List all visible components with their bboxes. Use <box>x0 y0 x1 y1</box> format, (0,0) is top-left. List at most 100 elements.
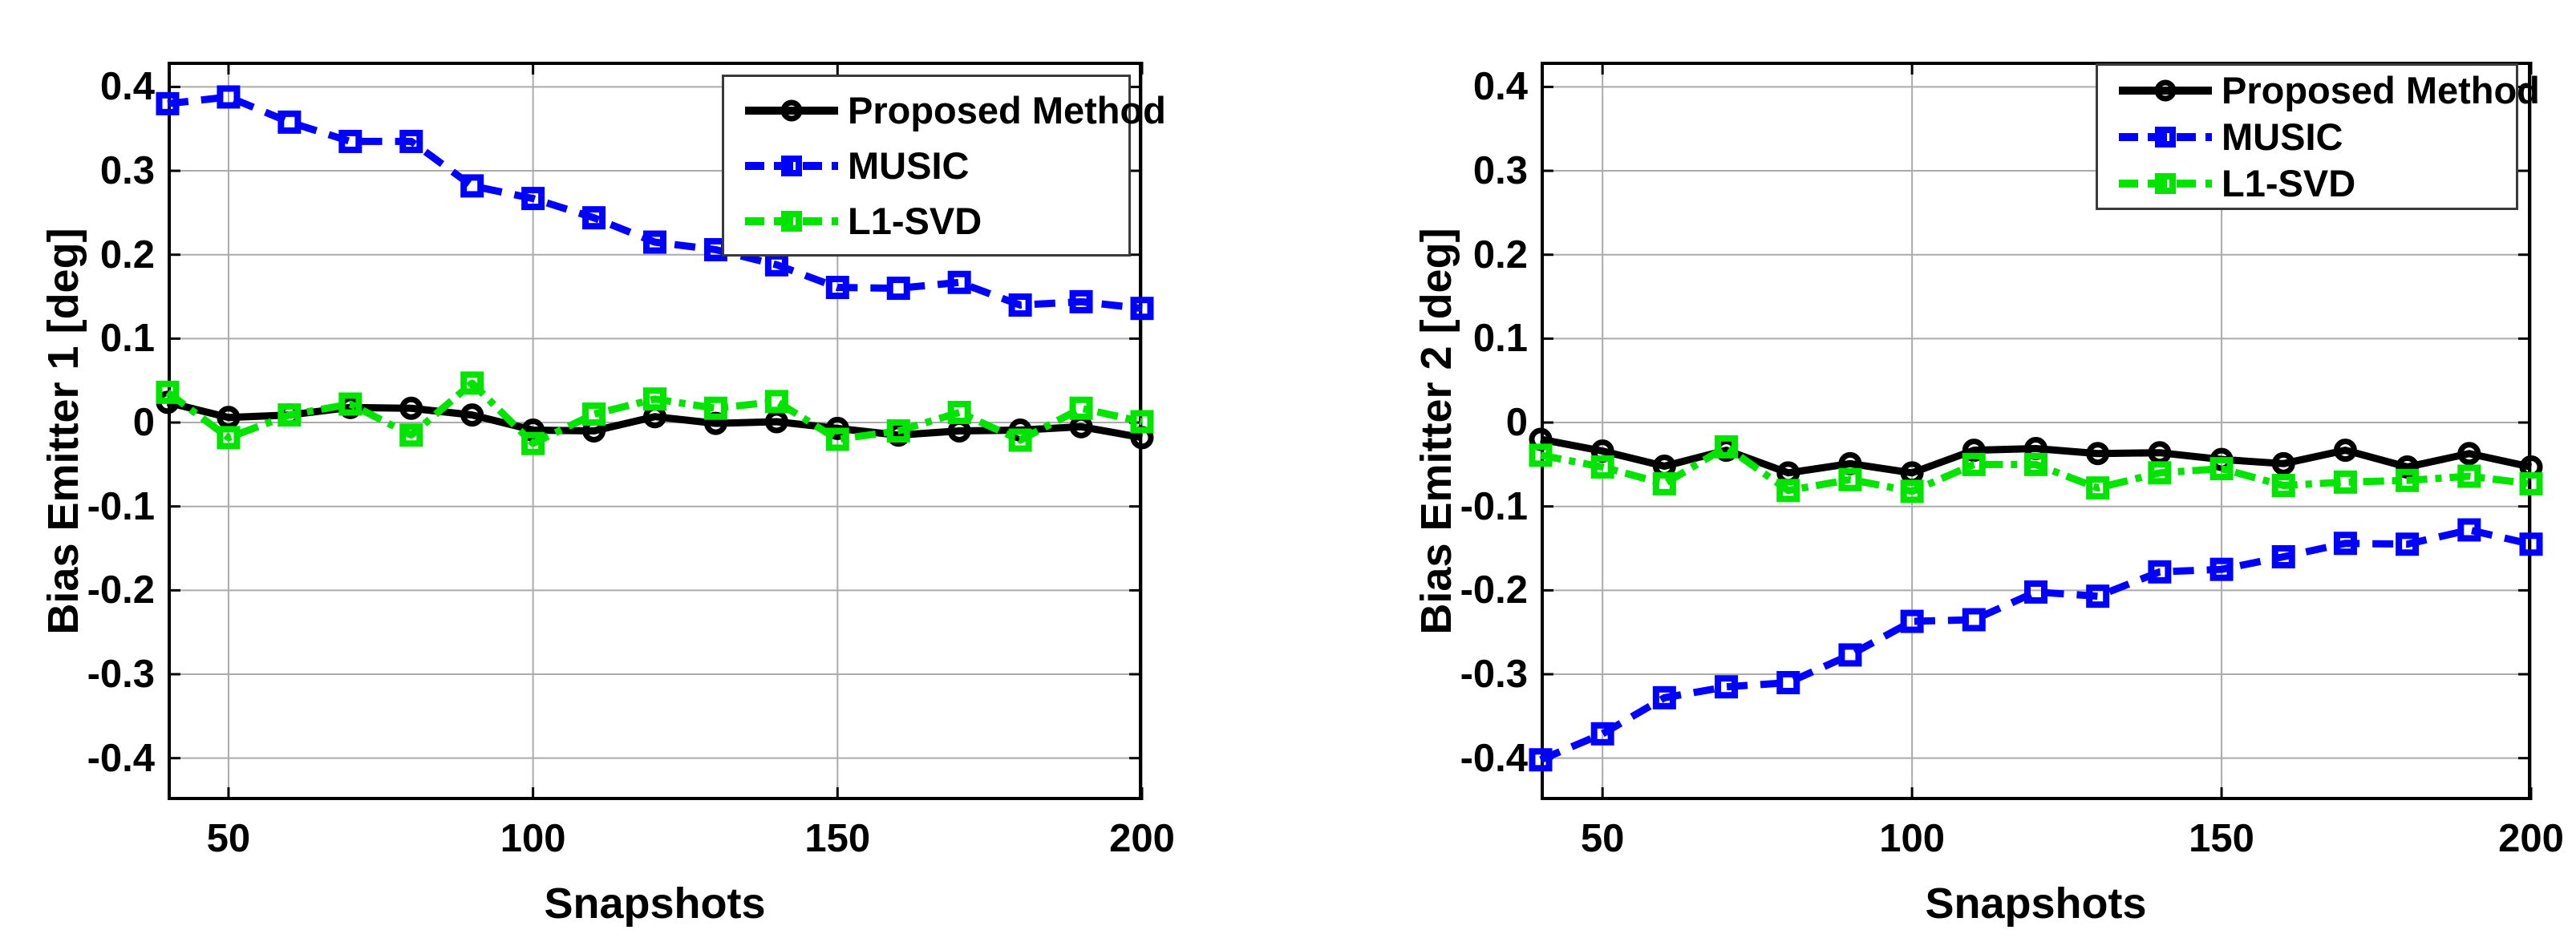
data-point-marker <box>1652 471 1676 495</box>
data-point-marker <box>399 129 423 153</box>
legend-label: MUSIC <box>2222 115 2343 158</box>
y-tick-label: -0.3 <box>87 653 155 696</box>
x-tick-label: 100 <box>500 817 566 860</box>
data-point-marker <box>2333 532 2357 556</box>
data-point-marker <box>2148 560 2172 584</box>
data-point-marker <box>1130 410 1154 434</box>
legend-item-music: MUSIC <box>2117 115 2516 159</box>
y-tick-label: -0.4 <box>1460 736 1528 780</box>
data-point-marker <box>643 230 666 254</box>
data-point-marker <box>2396 532 2420 556</box>
y-tick-label: -0.1 <box>1460 484 1528 528</box>
data-point-marker <box>521 431 545 455</box>
data-point-marker <box>582 402 606 427</box>
data-point-marker <box>2271 544 2295 568</box>
y-tick-label: -0.3 <box>1460 653 1528 696</box>
plot-area <box>156 62 1154 800</box>
y-tick-label: 0.1 <box>99 317 155 361</box>
data-point-marker <box>1069 289 1093 313</box>
series-line <box>1539 526 2533 763</box>
data-point-marker <box>1652 685 1676 710</box>
data-point-marker <box>1776 479 1800 503</box>
legend-sample-l1-svd <box>745 210 838 232</box>
y-tick-label: -0.2 <box>1460 568 1528 613</box>
x-axis-label: Snapshots <box>1925 879 2147 928</box>
legend-sample-music <box>745 155 838 176</box>
series-music <box>1529 518 2543 772</box>
data-point-marker <box>338 129 363 153</box>
y-tick-label: 0.4 <box>1472 65 1528 109</box>
data-point-marker <box>1900 479 1924 503</box>
data-point-marker <box>1590 722 1614 746</box>
data-point-marker <box>156 91 180 115</box>
data-point-marker <box>1008 428 1032 452</box>
y-tick-label: 0.3 <box>99 149 155 193</box>
data-point-marker <box>2457 464 2481 488</box>
data-point-marker <box>1776 670 1800 694</box>
data-point-marker <box>156 380 180 404</box>
data-point-marker <box>2396 468 2420 492</box>
data-point-marker <box>582 206 606 230</box>
data-point-marker <box>643 387 666 411</box>
series-l1-svd <box>156 371 1154 455</box>
data-point-marker <box>217 426 241 450</box>
data-point-marker <box>1715 675 1739 699</box>
data-point-marker <box>1838 467 1862 491</box>
y-tick-label: 0 <box>1505 401 1528 445</box>
legend-sample-marker <box>2154 79 2177 101</box>
x-tick-label: 200 <box>1109 817 1175 860</box>
data-point-marker <box>277 403 302 427</box>
data-point-marker <box>2209 557 2234 581</box>
data-point-marker <box>825 276 849 300</box>
data-point-marker <box>1590 455 1614 479</box>
data-point-marker <box>2271 451 2295 475</box>
data-point-marker <box>2148 461 2172 485</box>
data-point-marker <box>886 277 910 301</box>
legend-label: MUSIC <box>848 144 970 187</box>
series-line <box>165 379 1143 447</box>
x-axis-label: Snapshots <box>544 879 766 928</box>
legend-label: L1-SVD <box>2222 162 2356 204</box>
data-point-marker <box>2333 470 2357 494</box>
data-point-marker <box>2086 442 2110 466</box>
data-point-marker <box>1962 608 1986 632</box>
data-point-marker <box>460 403 484 427</box>
chart-bias-emitter-1: Bias Emitter 1 [deg] Snapshots Proposed … <box>39 62 1175 928</box>
legend-sample-proposed-method <box>745 99 838 121</box>
data-point-marker <box>521 187 545 211</box>
legend-sample-marker <box>781 210 802 232</box>
data-point-marker <box>703 396 727 420</box>
data-point-marker <box>825 427 849 451</box>
data-point-marker <box>1529 443 1553 467</box>
series-music <box>156 85 1154 321</box>
data-point-marker <box>886 419 910 443</box>
series-line <box>1540 443 2532 495</box>
data-point-marker <box>338 392 363 416</box>
legend-sample-music <box>2119 126 2212 148</box>
y-tick-label: 0 <box>132 401 155 445</box>
data-point-marker <box>2209 457 2234 481</box>
data-point-marker <box>2024 452 2047 476</box>
legend-item-proposed-method: Proposed Method <box>2117 68 2540 112</box>
data-point-marker <box>217 85 241 109</box>
data-point-marker <box>1130 297 1154 321</box>
data-point-marker <box>2519 471 2543 495</box>
data-point-marker <box>2457 442 2481 466</box>
data-point-marker <box>2519 532 2543 556</box>
x-tick-label: 100 <box>1879 817 1946 860</box>
legend-sample-proposed-method <box>2119 79 2212 101</box>
x-tick-label: 200 <box>2498 817 2564 860</box>
data-point-marker <box>277 110 302 134</box>
legend-label: L1-SVD <box>848 200 982 242</box>
y-tick-label: 0.1 <box>1472 317 1528 361</box>
series-l1-svd <box>1529 435 2543 503</box>
series-line <box>167 93 1143 313</box>
data-point-marker <box>947 400 971 424</box>
y-tick-label: 0.2 <box>99 232 155 277</box>
data-point-marker <box>2024 580 2047 604</box>
data-point-marker <box>460 371 484 395</box>
chart-bias-emitter-2: Bias Emitter 2 [deg] Snapshots Proposed … <box>1288 0 2576 942</box>
legend-item-proposed-method: Proposed Method <box>743 88 1166 132</box>
legend: Proposed Method MUSIC L1-SVD <box>722 75 1166 257</box>
